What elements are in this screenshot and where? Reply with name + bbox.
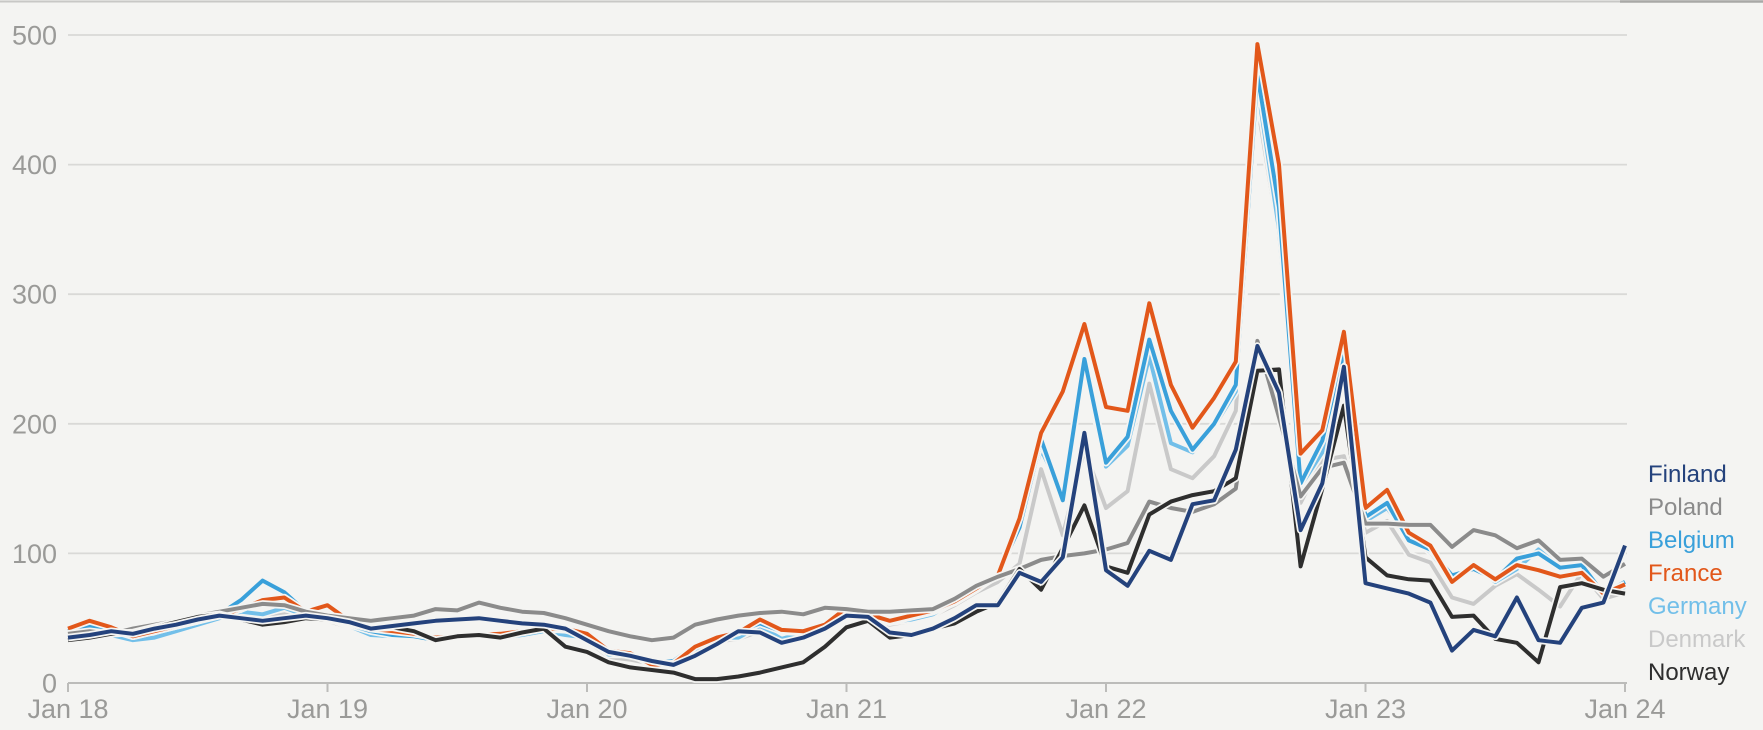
y-axis-label-300: 300 — [12, 280, 57, 310]
x-axis-label-4: Jan 22 — [1065, 694, 1146, 724]
x-axis-label-6: Jan 24 — [1584, 694, 1665, 724]
x-axis-label-5: Jan 23 — [1325, 694, 1406, 724]
legend-item-denmark: Denmark — [1648, 626, 1746, 653]
legend: Finland Poland Belgium France Germany Denmark… — [1648, 458, 1747, 689]
series-halo-france — [66, 40, 1627, 669]
legend-item-germany: Germany — [1648, 593, 1747, 620]
legend-item-france: France — [1648, 560, 1723, 587]
legend-item-norway: Norway — [1648, 659, 1730, 686]
y-axis-label-200: 200 — [12, 409, 57, 439]
series-line-finland[interactable] — [67, 344, 1627, 667]
x-axis-label-3: Jan 21 — [806, 694, 887, 724]
legend-item-finland: Finland — [1648, 461, 1727, 488]
legend-item-poland: Poland — [1648, 494, 1723, 521]
x-axis-label-2: Jan 20 — [546, 694, 627, 724]
legend-item-belgium: Belgium — [1648, 527, 1735, 554]
x-axis-label-1: Jan 19 — [287, 694, 368, 724]
y-axis-label-0: 0 — [42, 669, 57, 699]
series-line-france[interactable] — [67, 42, 1626, 667]
y-axis-label-500: 500 — [12, 21, 57, 51]
y-axis-label-400: 400 — [12, 150, 57, 180]
y-axis-label-100: 100 — [12, 539, 57, 569]
x-axis-label-0: Jan 18 — [27, 694, 108, 724]
